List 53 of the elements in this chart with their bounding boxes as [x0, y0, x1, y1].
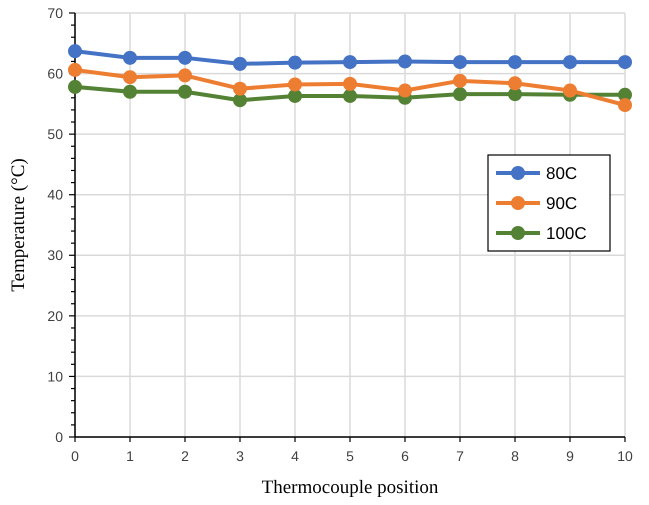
x-tick-label: 7	[456, 448, 464, 464]
y-tick-label: 70	[47, 4, 64, 21]
point	[233, 56, 247, 71]
x-tick-label: 10	[617, 448, 633, 464]
y-tick-label: 60	[47, 65, 64, 82]
x-tick-label: 8	[511, 448, 520, 464]
point	[343, 55, 357, 70]
y-tick-label: 40	[47, 186, 64, 203]
y-tick-label: 10	[47, 368, 64, 384]
x-tick-label: 6	[401, 448, 410, 464]
x-tick-label: 1	[126, 448, 134, 464]
point	[123, 70, 137, 84]
point	[233, 82, 247, 96]
legend-label: 90C	[546, 194, 578, 213]
x-tick-label: 3	[236, 448, 244, 464]
point	[563, 84, 577, 98]
point	[453, 87, 467, 102]
point	[563, 55, 577, 70]
point	[398, 54, 412, 68]
point	[123, 50, 137, 65]
point	[68, 62, 82, 77]
point	[453, 74, 467, 88]
y-axis-title: Temperature (°C)	[8, 158, 29, 292]
y-tick-label: 50	[47, 126, 64, 142]
point	[178, 50, 192, 65]
x-tick-label: 9	[566, 448, 574, 464]
point	[288, 56, 302, 70]
point	[68, 80, 82, 94]
x-tick-label: 2	[181, 448, 190, 464]
point	[68, 44, 82, 58]
point	[343, 76, 357, 91]
x-tick-label: 4	[291, 448, 300, 464]
point	[343, 88, 357, 103]
point	[398, 84, 412, 98]
point	[618, 55, 632, 70]
point	[123, 84, 137, 99]
point	[508, 76, 522, 90]
x-tick-label: 5	[346, 448, 354, 464]
y-tick-label: 20	[47, 308, 64, 324]
point	[288, 77, 302, 92]
point	[288, 88, 302, 103]
x-tick-label: 0	[71, 448, 80, 464]
point	[178, 84, 192, 99]
point	[178, 68, 192, 82]
point	[508, 55, 522, 70]
point	[618, 98, 632, 112]
y-tick-label: 30	[47, 247, 64, 264]
point	[233, 93, 247, 108]
legend-label: 100C	[546, 224, 587, 243]
legend-label: 80C	[546, 164, 578, 183]
point	[453, 55, 467, 70]
y-tick-label: 0	[55, 428, 64, 445]
x-axis-title: Thermocouple position	[262, 477, 439, 498]
